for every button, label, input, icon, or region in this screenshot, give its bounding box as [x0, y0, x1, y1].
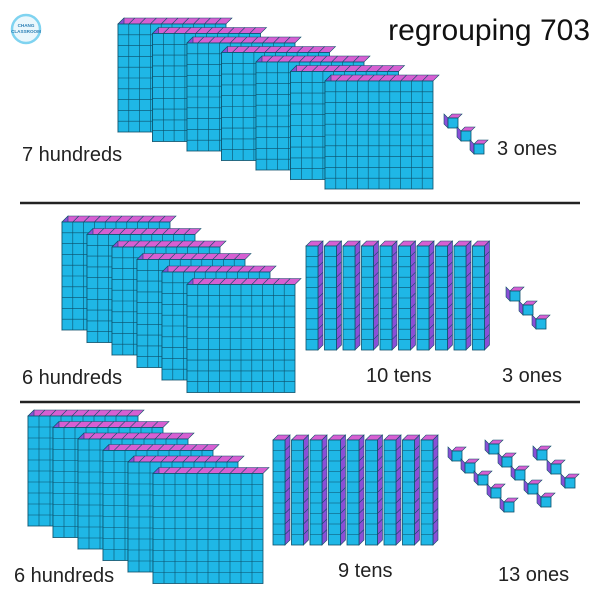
row-1-ones-label: 3 ones	[497, 138, 557, 160]
ones-cube	[469, 139, 489, 155]
ones-cube	[532, 445, 552, 461]
row-3-blocks	[27, 409, 580, 585]
ones-cube	[473, 470, 493, 486]
row-2-ones-label: 3 ones	[502, 365, 562, 387]
tens-rod	[401, 434, 421, 546]
ones-cube	[456, 126, 476, 142]
tens-rod	[397, 240, 417, 351]
ones-cube	[443, 113, 463, 129]
ones-cube	[518, 300, 538, 316]
logo: CHANG CLASSROOM	[10, 13, 42, 45]
hundreds-flat	[152, 466, 270, 585]
tens-rod	[327, 434, 347, 546]
row-3-ones-label: 13 ones	[498, 564, 569, 586]
tens-rod	[346, 434, 365, 546]
tens-rod	[364, 434, 384, 546]
tens-rod	[272, 434, 291, 546]
logo-badge	[10, 13, 42, 45]
ones-cube	[499, 497, 519, 513]
row-1-blocks	[117, 17, 489, 190]
tens-rod	[305, 240, 324, 351]
tens-rod	[383, 434, 402, 546]
row-2-tens-label: 10 tens	[366, 365, 432, 387]
tens-rod	[416, 240, 435, 351]
row-2-hundreds-label: 6 hundreds	[22, 367, 122, 389]
row-2-labels: 6 hundreds 10 tens 3 ones	[22, 365, 562, 389]
ones-cube	[531, 314, 551, 330]
row-3-labels: 6 hundreds 9 tens 13 ones	[14, 560, 569, 587]
row-1-hundreds-label: 7 hundreds	[22, 144, 122, 166]
logo-text-bottom: CLASSROOM	[11, 29, 41, 34]
row-1-labels: 7 hundreds 3 ones	[22, 138, 557, 166]
ones-cube	[546, 459, 566, 475]
tens-rod	[453, 240, 472, 351]
ones-cube	[484, 439, 504, 455]
ones-cube	[560, 473, 580, 489]
ones-cube	[536, 492, 556, 508]
logo-text-top: CHANG	[18, 23, 35, 28]
hundreds-flat	[186, 277, 302, 394]
row-3-tens-label: 9 tens	[338, 560, 392, 582]
ones-cube	[497, 452, 517, 468]
tens-rod	[360, 240, 380, 351]
tens-rod	[309, 434, 328, 546]
tens-rod	[323, 240, 343, 351]
diagram-title: regrouping 703	[388, 14, 590, 47]
ones-cube	[486, 483, 506, 499]
ones-cube	[505, 286, 525, 302]
row-2-blocks	[61, 215, 551, 394]
tens-rod	[420, 434, 439, 546]
tens-rod	[434, 240, 454, 351]
ones-cube	[447, 446, 467, 462]
ones-cube	[460, 458, 480, 474]
row-3-hundreds-label: 6 hundreds	[14, 565, 114, 587]
tens-rod	[379, 240, 398, 351]
tens-rod	[290, 434, 310, 546]
ones-cube	[510, 465, 530, 481]
tens-rod	[342, 240, 361, 351]
tens-rod	[471, 240, 491, 351]
ones-cube	[523, 479, 543, 495]
hundreds-flat	[324, 74, 440, 190]
